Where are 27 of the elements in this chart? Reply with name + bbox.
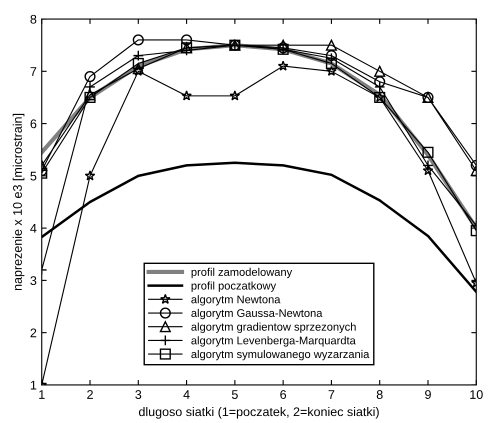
x-tick-label: 5 — [232, 390, 238, 399]
x-tick-label: 6 — [280, 390, 286, 399]
y-tick-label: 7 — [30, 67, 36, 76]
x-tick-label: 1 — [39, 390, 45, 399]
legend-label: algorytm Newtona — [191, 295, 280, 306]
x-tick-label: 2 — [87, 390, 93, 399]
x-tick-label: 9 — [425, 390, 431, 399]
legend-label: algorytm symulowanego wyzarzania — [191, 350, 370, 360]
x-tick-label: 8 — [376, 390, 383, 399]
y-tick-label: 5 — [30, 172, 36, 180]
legend-label: profil zamodelowany — [192, 268, 292, 278]
x-tick-label: 3 — [135, 390, 142, 399]
legend-label: profil poczatkowy — [192, 281, 276, 292]
y-axis-title: naprezenie x 10 e3 [microstrain] — [12, 114, 24, 290]
y-tick-label: 8 — [30, 14, 36, 24]
x-tick-label: 7 — [328, 390, 334, 399]
x-tick-label: 4 — [183, 390, 190, 399]
y-tick-label: 3 — [30, 276, 36, 286]
legend-label: algorytm gradientow sprzezonych — [191, 322, 356, 333]
legend-label: algorytm Gaussa-Newtona — [191, 308, 322, 320]
y-tick-label: 2 — [30, 328, 36, 338]
x-axis-title: dlugoso siatki (1=poczatek, 2=koniec siatki) — [138, 407, 379, 419]
y-tick-label: 6 — [30, 119, 36, 128]
x-tick-label: 10 — [470, 390, 483, 399]
legend-label: algorytm Levenberga-Marquardta — [191, 336, 356, 347]
y-tick-label: 1 — [30, 380, 36, 390]
y-tick-label: 4 — [30, 224, 37, 233]
